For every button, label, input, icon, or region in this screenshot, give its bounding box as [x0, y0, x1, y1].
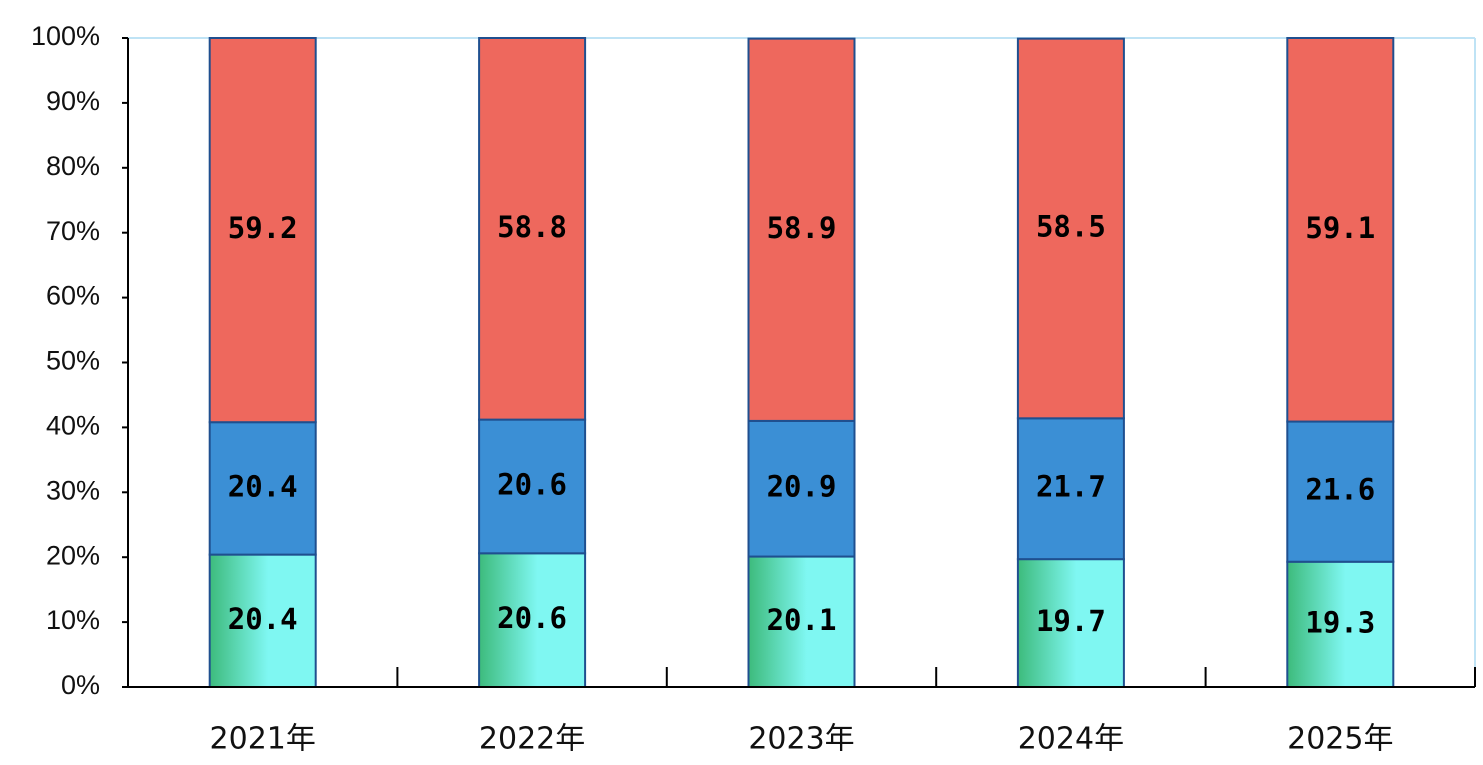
bar-segment [478, 37, 587, 421]
data-label: 58.8 [497, 210, 567, 244]
y-tick-label: 70% [46, 216, 100, 246]
data-label: 59.1 [1305, 211, 1375, 245]
data-label: 58.5 [1036, 209, 1106, 243]
y-tick-label: 20% [46, 540, 100, 570]
bar-segment [1016, 37, 1125, 420]
bar-segment [747, 419, 856, 558]
data-label: 20.4 [228, 602, 298, 636]
x-tick-label: 2025年 [1287, 722, 1393, 757]
y-tick-label: 90% [46, 86, 100, 116]
y-tick-label: 30% [46, 475, 100, 505]
bar-segment [747, 555, 856, 689]
y-tick-label: 50% [46, 346, 100, 376]
bar-segment [208, 37, 317, 424]
bar-segment [747, 37, 856, 422]
data-label: 20.1 [767, 603, 837, 637]
data-label: 59.2 [228, 211, 298, 245]
data-label: 20.9 [767, 470, 837, 504]
bar-segment [1286, 420, 1395, 563]
y-tick-label: 60% [46, 281, 100, 311]
x-tick-label: 2024年 [1018, 722, 1124, 757]
x-tick-label: 2022年 [479, 722, 585, 757]
y-tick-label: 100% [31, 21, 100, 51]
bar-segment [208, 421, 317, 556]
bar-segment [208, 553, 317, 688]
bar-segment [1286, 37, 1395, 423]
data-label: 19.7 [1036, 604, 1106, 638]
bar-segment [1286, 560, 1395, 688]
data-label: 58.9 [767, 211, 837, 245]
y-tick-label: 0% [61, 670, 100, 700]
x-tick-label: 2023年 [748, 722, 854, 757]
data-label: 20.6 [497, 467, 567, 501]
y-tick-label: 80% [46, 151, 100, 181]
bar-segment [478, 418, 587, 555]
data-label: 21.7 [1036, 470, 1106, 504]
data-label: 19.3 [1305, 605, 1375, 639]
y-tick-label: 10% [46, 605, 100, 635]
data-label: 20.6 [497, 601, 567, 635]
data-label: 21.6 [1305, 473, 1375, 507]
y-tick-label: 40% [46, 411, 100, 441]
data-label: 20.4 [228, 469, 298, 503]
x-tick-label: 2021年 [210, 722, 316, 757]
